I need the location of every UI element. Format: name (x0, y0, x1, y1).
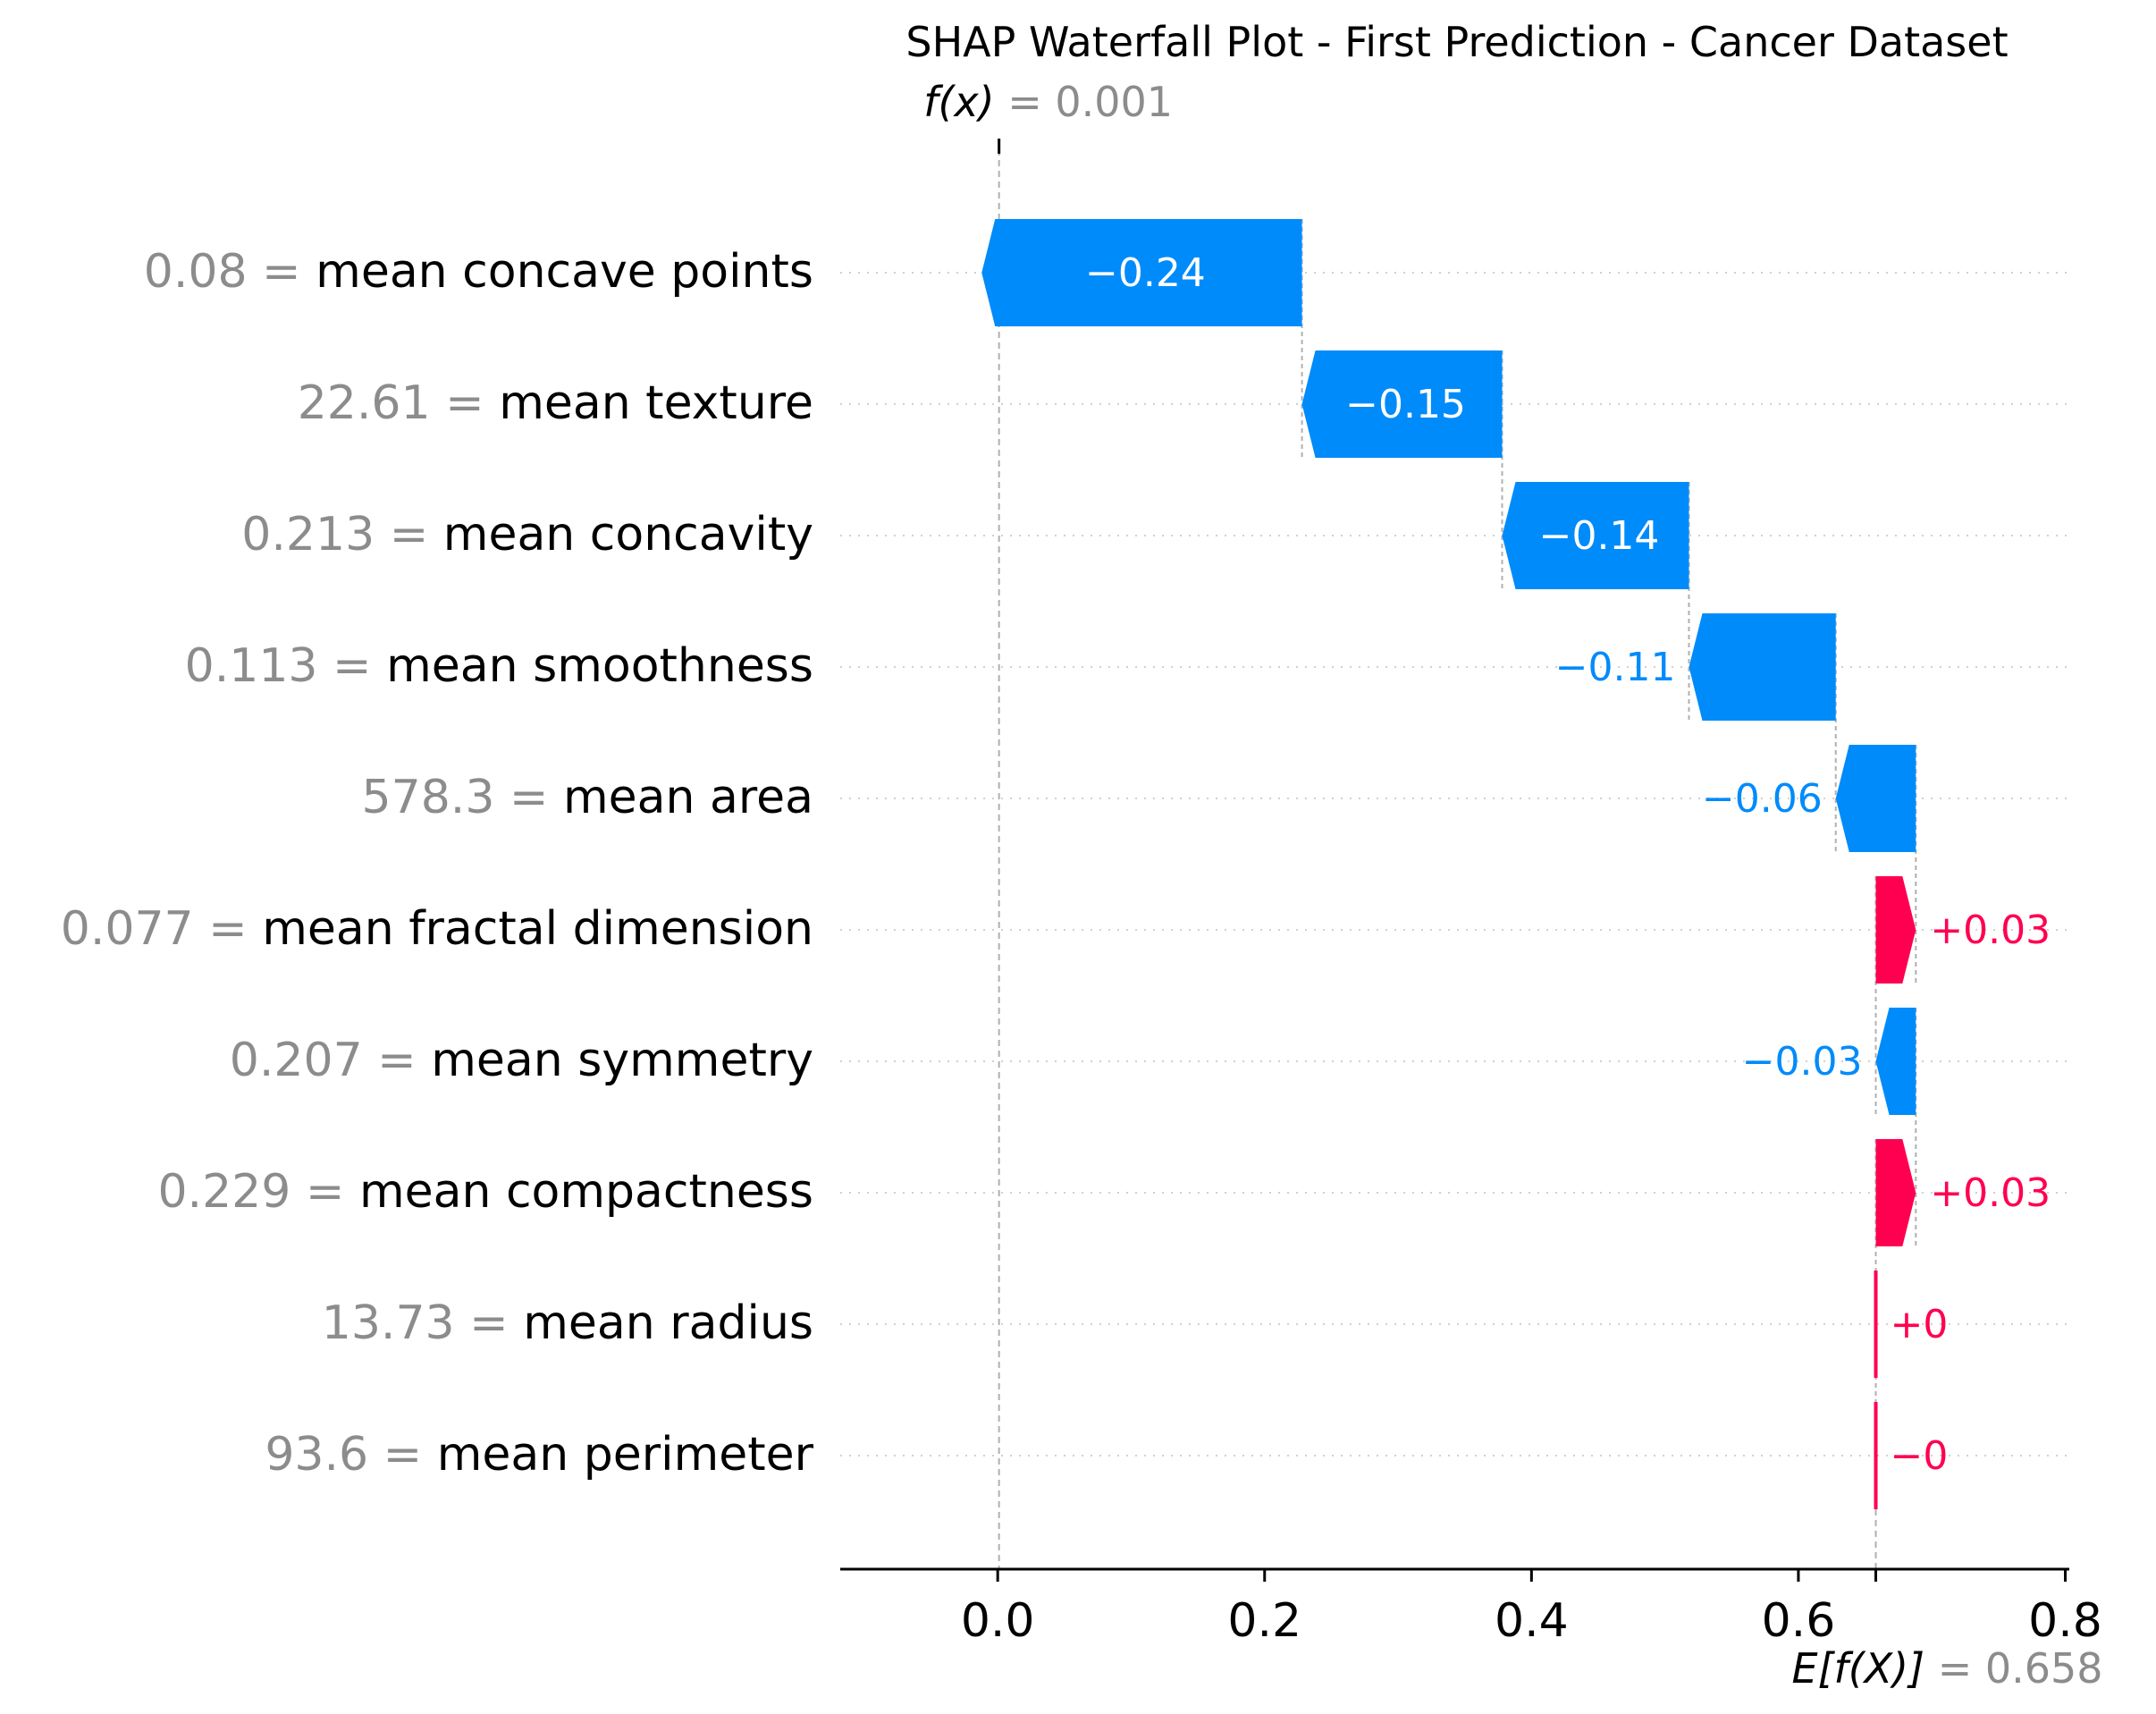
feature-value: 578.3 = (362, 771, 564, 824)
shap-value-label: −0.14 (1539, 513, 1660, 559)
shap-bar (1875, 1139, 1916, 1246)
feature-name: mean smoothness (386, 639, 813, 693)
feature-value: 0.207 = (230, 1034, 432, 1087)
feature-name: mean area (563, 771, 813, 824)
x-tick-label: 0.2 (1227, 1594, 1301, 1648)
feature-name: mean concavity (443, 508, 813, 561)
shap-value-label: −0.24 (1085, 250, 1206, 296)
shap-bar (1874, 1271, 1878, 1378)
feature-label: 93.6 = mean perimeter (265, 1428, 813, 1482)
shap-bar (1875, 876, 1916, 984)
feature-value: 93.6 = (265, 1428, 436, 1482)
feature-label: 0.229 = mean compactness (157, 1165, 813, 1219)
feature-label: 13.73 = mean radius (322, 1296, 813, 1350)
feature-label: 0.113 = mean smoothness (185, 639, 813, 693)
shap-value-label: +0.03 (1930, 908, 2051, 953)
shap-bar (981, 219, 1302, 326)
feature-name: mean radius (523, 1296, 813, 1350)
feature-label: 22.61 = mean texture (298, 376, 813, 430)
feature-label: 0.08 = mean concave points (144, 245, 813, 299)
feature-name: mean fractal dimension (262, 902, 813, 956)
feature-value: 0.229 = (157, 1165, 359, 1219)
feature-value: 0.077 = (61, 902, 263, 956)
shap-value-label: −0.11 (1555, 645, 1676, 690)
shap-bar (1502, 482, 1689, 589)
feature-label: 0.213 = mean concavity (241, 508, 813, 561)
shap-value-label: −0.15 (1345, 382, 1466, 427)
shap-bar (1835, 745, 1916, 852)
feature-value: 0.113 = (185, 639, 387, 693)
shap-bar (1874, 1402, 1878, 1509)
feature-name: mean concave points (316, 245, 813, 299)
x-tick-label: 0.8 (2028, 1594, 2102, 1648)
shap-value-label: +0 (1891, 1302, 1949, 1347)
feature-name: mean perimeter (437, 1428, 814, 1482)
chart-title: SHAP Waterfall Plot - First Prediction -… (905, 18, 2008, 66)
feature-label: 0.207 = mean symmetry (230, 1034, 813, 1087)
feature-name: mean texture (499, 376, 813, 430)
shap-value-label: −0 (1891, 1433, 1949, 1479)
efx-label: E[f(X)] = 0.658 (1792, 1644, 2103, 1693)
x-tick-label: 0.4 (1495, 1594, 1569, 1648)
feature-value: 0.08 = (144, 245, 316, 299)
shap-value-label: −0.06 (1702, 776, 1823, 822)
feature-value: 13.73 = (322, 1296, 524, 1350)
feature-value: 0.213 = (241, 508, 443, 561)
feature-label: 578.3 = mean area (362, 771, 813, 824)
x-tick-label: 0.0 (961, 1594, 1035, 1648)
shap-value-label: +0.03 (1930, 1170, 2051, 1216)
shap-bar (1689, 613, 1836, 721)
feature-label: 0.077 = mean fractal dimension (61, 902, 813, 956)
feature-value: 22.61 = (298, 376, 500, 430)
fx-label: f(x) = 0.001 (923, 78, 1173, 126)
shap-bar (1875, 1008, 1916, 1115)
feature-name: mean symmetry (431, 1034, 813, 1087)
feature-name: mean compactness (359, 1165, 813, 1219)
shap-value-label: −0.03 (1742, 1039, 1863, 1085)
x-tick-label: 0.6 (1762, 1594, 1836, 1648)
shap-bar (1301, 350, 1503, 458)
